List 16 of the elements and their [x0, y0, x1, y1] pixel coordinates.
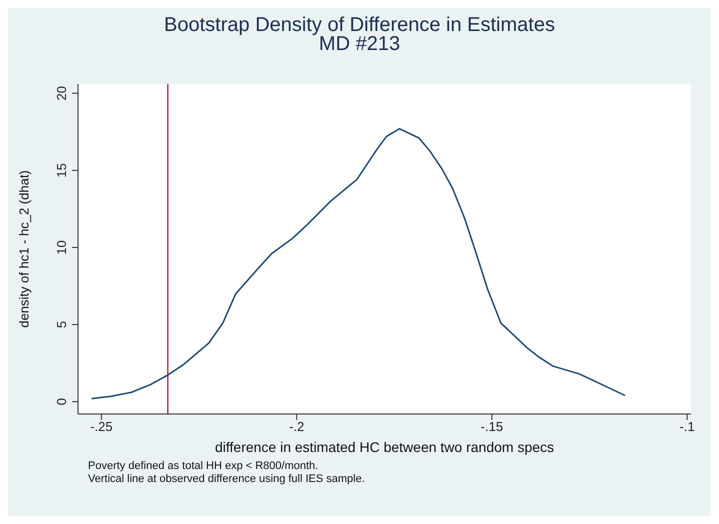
line-series — [90, 128, 626, 400]
chart-subtitle: MD #213 — [318, 33, 402, 55]
y-tick-label: 0 — [54, 398, 69, 406]
text: Vertical line at observed difference using full IES sample. — [88, 473, 365, 486]
x-tick-label: -.15 — [480, 419, 504, 434]
text: Poverty defined as total HH exp < R800/month. — [88, 460, 320, 473]
chart-title: Bootstrap Density of Difference in Estimates — [163, 14, 556, 36]
x-tick-label: -.1 — [680, 419, 695, 434]
x-axis-title: difference in estimated HC between two random specs — [214, 439, 554, 455]
x-tick-label: -.25 — [90, 419, 113, 434]
y-tick-label: 5 — [54, 320, 69, 328]
y-tick-label: 15 — [54, 163, 69, 178]
y-tick-label: 20 — [54, 86, 69, 100]
y-axis-title: density of hc1 - hc_2 (dhat) — [16, 170, 32, 328]
y-tick-label: 10 — [54, 240, 69, 255]
x-tick-label: -.2 — [289, 419, 304, 434]
